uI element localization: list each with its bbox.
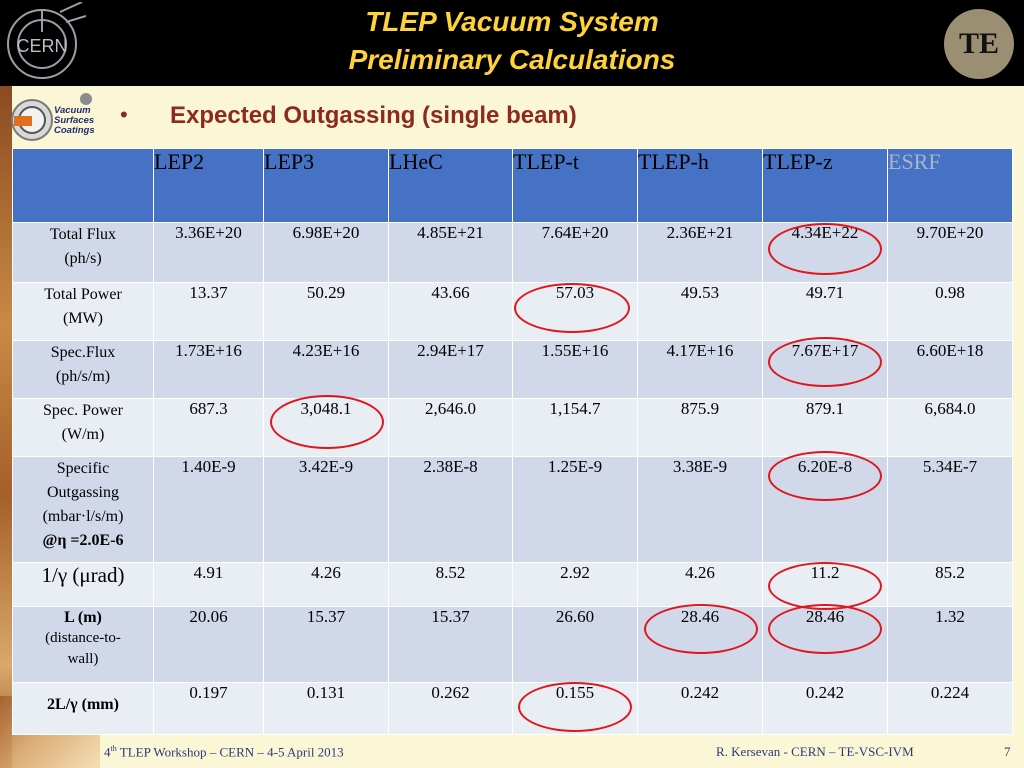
table-cell: 2.38E-8 — [388, 456, 513, 563]
table-cell: 5.34E-7 — [887, 456, 1013, 563]
table-cell: 687.3 — [153, 398, 264, 457]
table-cell: 49.71 — [762, 282, 888, 341]
bullet-marker: • — [120, 102, 128, 127]
table-cell: 4.34E+22 — [762, 222, 888, 283]
slide-title-line2: Preliminary Calculations — [348, 44, 676, 75]
table-cell: 2.36E+21 — [637, 222, 763, 283]
table-cell: 1,154.7 — [512, 398, 638, 457]
table-cell: 7.64E+20 — [512, 222, 638, 283]
table-cell: 0.262 — [388, 682, 513, 735]
row-label: Total Power (MW) — [12, 282, 154, 341]
table-cell: 3.36E+20 — [153, 222, 264, 283]
row-label: Total Flux (ph/s) — [12, 222, 154, 283]
vsc-logo-icon — [11, 93, 92, 141]
table-cell: 0.131 — [263, 682, 389, 735]
table-header-row: LEP2 LEP3 LHeC TLEP-t TLEP-h TLEP-z ESRF — [12, 148, 1013, 223]
table-cell: 8.52 — [388, 562, 513, 607]
table-cell: 4.23E+16 — [263, 340, 389, 399]
table-cell: 4.91 — [153, 562, 264, 607]
table-cell: 2.92 — [512, 562, 638, 607]
table-row: Total Flux (ph/s) 3.36E+20 6.98E+20 4.85E… — [12, 222, 1013, 283]
header-corner-cell — [12, 148, 154, 223]
cern-logo: CERN — [7, 2, 86, 79]
table-cell: 2.94E+17 — [388, 340, 513, 399]
table-cell: 6.98E+20 — [263, 222, 389, 283]
table-cell: 6.20E-8 — [762, 456, 888, 563]
table-row: 1/γ (μrad) 4.91 4.26 8.52 2.92 4.26 11.2… — [12, 562, 1013, 607]
table-cell: 20.06 — [153, 606, 264, 683]
table-cell: 0.224 — [887, 682, 1013, 735]
table-cell: 13.37 — [153, 282, 264, 341]
table-cell: 2,646.0 — [388, 398, 513, 457]
slide-title-line1: TLEP Vacuum System — [365, 6, 659, 37]
table-cell: 4.26 — [637, 562, 763, 607]
table-row: L (m) (distance-to- wall) 20.06 15.37 15… — [12, 606, 1013, 683]
table-cell: 9.70E+20 — [887, 222, 1013, 283]
table-cell: 28.46 — [762, 606, 888, 683]
column-header: ESRF — [887, 148, 1013, 223]
table-cell: 3,048.1 — [263, 398, 389, 457]
header-bar: CERN TLEP Vacuum System Preliminary Calc… — [0, 0, 1024, 86]
column-header: LHeC — [388, 148, 513, 223]
table-cell: 85.2 — [887, 562, 1013, 607]
column-header: LEP2 — [153, 148, 264, 223]
table-cell: 1.25E-9 — [512, 456, 638, 563]
table-cell: 11.2 — [762, 562, 888, 607]
page-number: 7 — [1004, 744, 1011, 759]
table-cell: 6,684.0 — [887, 398, 1013, 457]
row-label: 1/γ (μrad) — [12, 562, 154, 607]
table-cell: 1.40E-9 — [153, 456, 264, 563]
row-label: Specific Outgassing (mbar·l/s/m) @η =2.0… — [12, 456, 154, 563]
table-cell: 3.42E-9 — [263, 456, 389, 563]
slide-body: Vacuum Surfaces Coatings • Expected Outg… — [0, 86, 1024, 768]
table-cell: 0.98 — [887, 282, 1013, 341]
table-cell: 1.55E+16 — [512, 340, 638, 399]
table-cell: 15.37 — [263, 606, 389, 683]
row-label: L (m) (distance-to- wall) — [12, 606, 154, 683]
table-cell: 57.03 — [512, 282, 638, 341]
vsc-logo-text: Vacuum Surfaces Coatings — [54, 105, 95, 136]
table-cell: 4.85E+21 — [388, 222, 513, 283]
table-cell: 1.73E+16 — [153, 340, 264, 399]
table-row: Spec. Power (W/m) 687.3 3,048.1 2,646.0 1… — [12, 398, 1013, 457]
table-row: Total Power (MW) 13.37 50.29 43.66 57.03 … — [12, 282, 1013, 341]
column-header: TLEP-z — [762, 148, 888, 223]
table-cell: 4.26 — [263, 562, 389, 607]
table-cell: 1.32 — [887, 606, 1013, 683]
table-row: Spec.Flux (ph/s/m) 1.73E+16 4.23E+16 2.94… — [12, 340, 1013, 399]
table-cell: 28.46 — [637, 606, 763, 683]
table-cell: 0.197 — [153, 682, 264, 735]
row-label: Spec.Flux (ph/s/m) — [12, 340, 154, 399]
table-cell: 43.66 — [388, 282, 513, 341]
table-cell: 875.9 — [637, 398, 763, 457]
table-cell: 3.38E-9 — [637, 456, 763, 563]
table-cell: 0.242 — [637, 682, 763, 735]
column-header: LEP3 — [263, 148, 389, 223]
table-row: 2L/γ (mm) 0.197 0.131 0.262 0.155 0.242 … — [12, 682, 1013, 735]
table-cell: 49.53 — [637, 282, 763, 341]
table-cell: 0.155 — [512, 682, 638, 735]
table-row: Specific Outgassing (mbar·l/s/m) @η =2.0… — [12, 456, 1013, 563]
row-label: 2L/γ (mm) — [12, 682, 154, 735]
decorative-left-strip — [0, 86, 12, 768]
table-cell: 7.67E+17 — [762, 340, 888, 399]
column-header: TLEP-t — [512, 148, 638, 223]
te-department-logo: TE — [944, 9, 1014, 79]
outgassing-table: LEP2 LEP3 LHeC TLEP-t TLEP-h TLEP-z ESRF… — [12, 148, 1013, 735]
table-cell: 6.60E+18 — [887, 340, 1013, 399]
table-cell: 15.37 — [388, 606, 513, 683]
footer-event: 4th TLEP Workshop – CERN – 4-5 April 201… — [104, 744, 344, 760]
svg-text:CERN: CERN — [16, 36, 67, 56]
column-header: TLEP-h — [637, 148, 763, 223]
row-label: Spec. Power (W/m) — [12, 398, 154, 457]
footer-author: R. Kersevan - CERN – TE-VSC-IVM — [716, 744, 914, 759]
table-cell: 4.17E+16 — [637, 340, 763, 399]
table-cell: 0.242 — [762, 682, 888, 735]
section-subtitle: Expected Outgassing (single beam) — [170, 102, 577, 129]
table-cell: 26.60 — [512, 606, 638, 683]
table-cell: 50.29 — [263, 282, 389, 341]
table-cell: 879.1 — [762, 398, 888, 457]
